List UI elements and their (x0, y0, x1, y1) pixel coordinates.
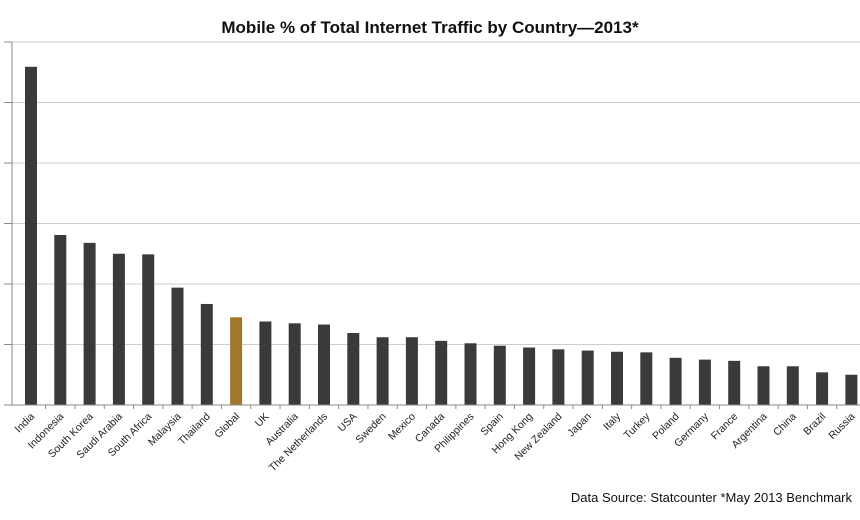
x-tick-label: China (771, 411, 799, 439)
bar-saudi-arabia (112, 253, 125, 405)
bar-italy (611, 351, 623, 405)
bar-india (25, 66, 37, 406)
x-tick-label: Japan (565, 411, 594, 440)
bar-turkey (640, 352, 653, 405)
x-tick-label: Italy (601, 410, 624, 433)
bar-brazil (816, 372, 829, 405)
bar-indonesia (54, 234, 67, 405)
bar-global (230, 317, 243, 405)
bar-japan (581, 350, 594, 405)
bar-france (728, 360, 741, 405)
bar-new-zealand (552, 349, 565, 405)
gridlines (12, 41, 860, 345)
x-tick-label: Sweden (353, 411, 388, 446)
bar-mexico (405, 337, 418, 405)
bar-usa (347, 333, 360, 405)
bar-sweden (376, 337, 389, 405)
x-tick-label: Spain (478, 411, 506, 439)
bar-south-africa (142, 254, 155, 405)
bar-poland (669, 357, 682, 405)
chart-title: Mobile % of Total Internet Traffic by Co… (221, 18, 639, 37)
source-note: Data Source: Statcounter *May 2013 Bench… (570, 490, 852, 505)
x-tick-label: Thailand (176, 411, 213, 448)
bar-the-netherlands (318, 324, 330, 405)
bar-germany (698, 359, 711, 405)
x-tick-label: Russia (826, 411, 857, 442)
bar-uk (259, 321, 272, 405)
x-tick-label: Malaysia (146, 411, 184, 449)
x-tick-label: Global (212, 411, 242, 441)
bar-spain (493, 345, 506, 405)
bar-argentina (757, 366, 770, 405)
x-tick-label: India (13, 411, 38, 436)
x-tick-label: Turkey (622, 410, 653, 441)
bar-south-korea (83, 242, 96, 405)
bar-malaysia (171, 287, 184, 405)
axes (4, 41, 860, 409)
x-tick-label: USA (336, 411, 360, 435)
bar-australia (288, 323, 301, 405)
bar-canada (435, 340, 448, 405)
bar-russia (845, 374, 858, 405)
bar-thailand (200, 303, 213, 405)
bar-hong-kong (523, 347, 536, 405)
x-tick-label: UK (253, 411, 272, 430)
bar-philippines (464, 343, 477, 405)
bars (25, 66, 858, 406)
bar-china (786, 366, 799, 405)
x-tick-label: Brazil (801, 411, 828, 438)
